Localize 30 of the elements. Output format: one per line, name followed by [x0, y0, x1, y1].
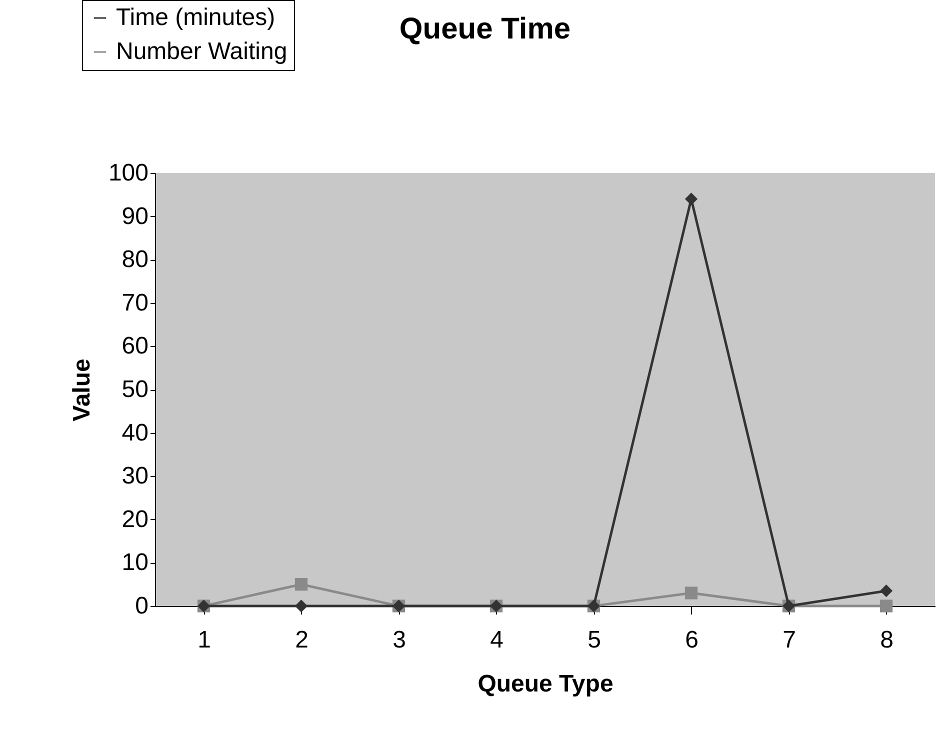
legend-label: Number Waiting	[116, 38, 288, 65]
y-tick-label: 80	[122, 246, 148, 274]
x-tick-label: 6	[685, 626, 698, 654]
y-tick-label: 10	[122, 549, 148, 576]
x-tick-label: 7	[782, 626, 796, 654]
x-tick-label: 3	[392, 626, 406, 654]
point	[684, 586, 698, 600]
y-tick-label: 0	[135, 592, 148, 620]
y-tick-label: 90	[122, 202, 148, 230]
y-axis-title: Value	[68, 358, 96, 422]
y-tick-label: 20	[122, 506, 148, 533]
y-tick-label: 50	[122, 376, 148, 403]
x-tick-label: 8	[880, 626, 894, 654]
legend-label: Time (minutes)	[116, 4, 276, 31]
x-tick-label: 4	[490, 626, 504, 654]
y-tick-label: 70	[122, 289, 148, 316]
point	[294, 600, 308, 612]
point	[880, 584, 893, 598]
y-tick-label: 30	[122, 462, 148, 490]
x-axis-title: Queue Type	[478, 670, 614, 698]
x-tick-label: 1	[198, 626, 211, 654]
x-tick-label: 2	[295, 626, 308, 654]
x-tick-label: 5	[588, 626, 601, 654]
y-tick-label: 100	[108, 160, 148, 186]
y-tick-label: 60	[122, 332, 148, 360]
y-tick-label: 40	[122, 419, 148, 446]
point	[880, 600, 893, 612]
point	[684, 192, 698, 206]
chart-title: Queue Time	[399, 12, 571, 46]
point	[294, 578, 308, 591]
